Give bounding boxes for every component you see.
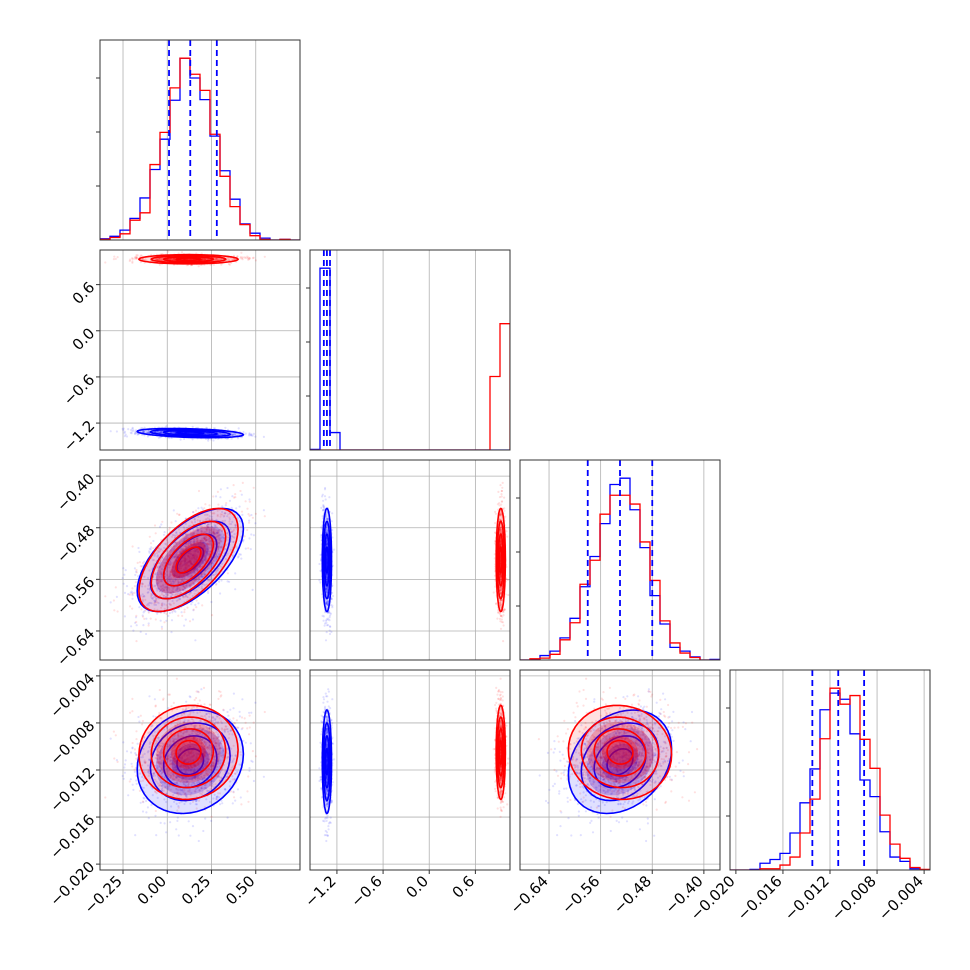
contour-series-1 [567,704,673,801]
x-tick-label: −1.2 [301,872,339,910]
panel-frame-1-0 [99,249,301,451]
histogram-series-1 [310,323,510,450]
contour-series-0 [136,427,245,439]
histogram-series-1 [730,687,930,870]
histogram-series-0 [310,267,510,450]
contour-series-0 [321,507,333,613]
panel-frame-1-1 [309,249,511,451]
histogram-series-1 [520,494,720,660]
x-tick-label: −0.008 [828,872,880,924]
x-tick-label: −0.004 [875,872,927,924]
panel-3-0 [100,670,300,870]
y-tick-label: 0.0 [69,324,99,354]
x-tick-label: −0.64 [507,872,552,917]
x-tick-label: −0.56 [558,872,603,917]
y-tick-label: −0.012 [46,764,98,816]
contour-series-1 [137,253,240,265]
histogram-series-1 [100,57,300,240]
contour-series-1 [138,704,239,801]
panel-2-1 [310,460,510,660]
x-tick-label: −0.48 [610,872,655,917]
y-tick-label: −1.2 [60,417,98,455]
panel-3-1 [310,670,510,870]
panel-2-2 [520,460,720,660]
y-tick-label: −0.48 [53,521,98,566]
panel-frame-3-1 [309,669,511,871]
panel-frame-3-2 [519,669,721,871]
y-tick-label: −0.004 [46,670,98,722]
panel-3-3 [730,670,930,870]
x-tick-label: 0.0 [402,872,432,902]
panel-frame-0-0 [99,39,301,241]
panel-3-2 [520,670,720,870]
contour-series-0 [567,709,673,815]
contour-series-1 [495,507,507,613]
x-tick-label: −0.016 [734,872,786,924]
y-tick-label: −0.6 [60,371,98,409]
panel-frame-2-0 [99,459,301,661]
y-tick-label: −0.56 [53,573,98,618]
y-tick-label: −0.008 [46,717,98,769]
contour-series-0 [321,709,333,815]
y-tick-label: −0.40 [53,470,98,515]
panel-1-1 [310,250,510,450]
contour-series-1 [495,704,507,801]
x-tick-label: −0.6 [347,872,385,910]
x-tick-label: 0.50 [222,872,258,908]
y-tick-label: −0.016 [46,811,98,863]
panel-frame-2-1 [309,459,511,661]
x-tick-label: 0.25 [178,872,214,908]
panel-0-0 [100,40,300,240]
contour-series-1 [138,507,239,613]
y-tick-label: 0.6 [69,278,99,308]
contour-series-0 [136,709,245,815]
panel-2-0 [100,460,300,660]
x-tick-label: 0.6 [449,872,479,902]
panel-1-0 [100,250,300,450]
y-tick-label: −0.64 [53,625,98,670]
x-tick-label: −0.012 [781,872,833,924]
x-tick-label: 0.00 [134,872,170,908]
panel-frame-2-2 [519,459,721,661]
